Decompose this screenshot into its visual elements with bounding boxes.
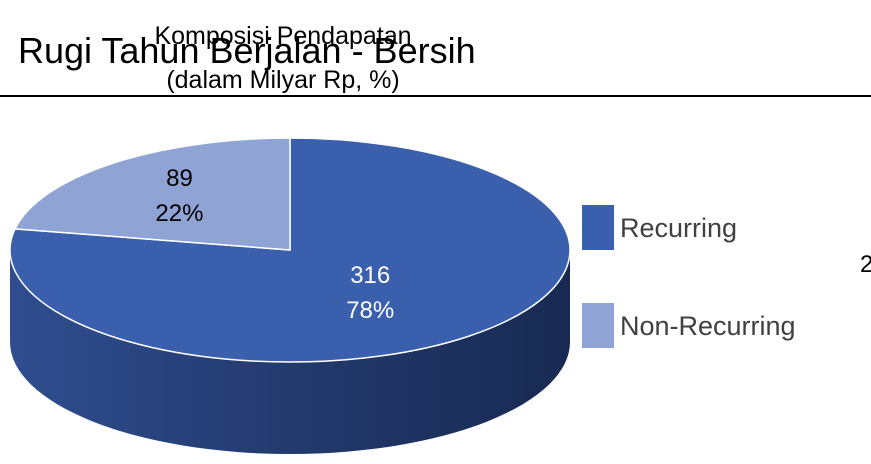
legend-label: Recurring: [620, 213, 737, 243]
pie: 316 78% 89 22%: [9, 137, 571, 454]
annotation: 2: [860, 251, 871, 278]
legend-label: Non-Recurring: [620, 311, 796, 341]
pie-slice: [14, 137, 291, 251]
data-label: 316: [350, 262, 390, 289]
legend-swatch: [582, 205, 614, 250]
percentage-label: 22%: [155, 200, 203, 227]
percentage-label: 78%: [346, 297, 394, 324]
legend-swatch: [582, 303, 614, 348]
chart-subtitle: (dalam Milyar Rp, %): [166, 66, 399, 94]
pie-slice: [9, 137, 571, 363]
legend: Recurring Non-Recurring: [582, 205, 796, 348]
background-title: Rugi Tahun Berjalan - Bersih: [18, 30, 476, 71]
pie-side: [10, 250, 570, 454]
data-label: 89: [166, 165, 193, 192]
chart-title: Komposisi Pendapatan: [154, 22, 411, 50]
